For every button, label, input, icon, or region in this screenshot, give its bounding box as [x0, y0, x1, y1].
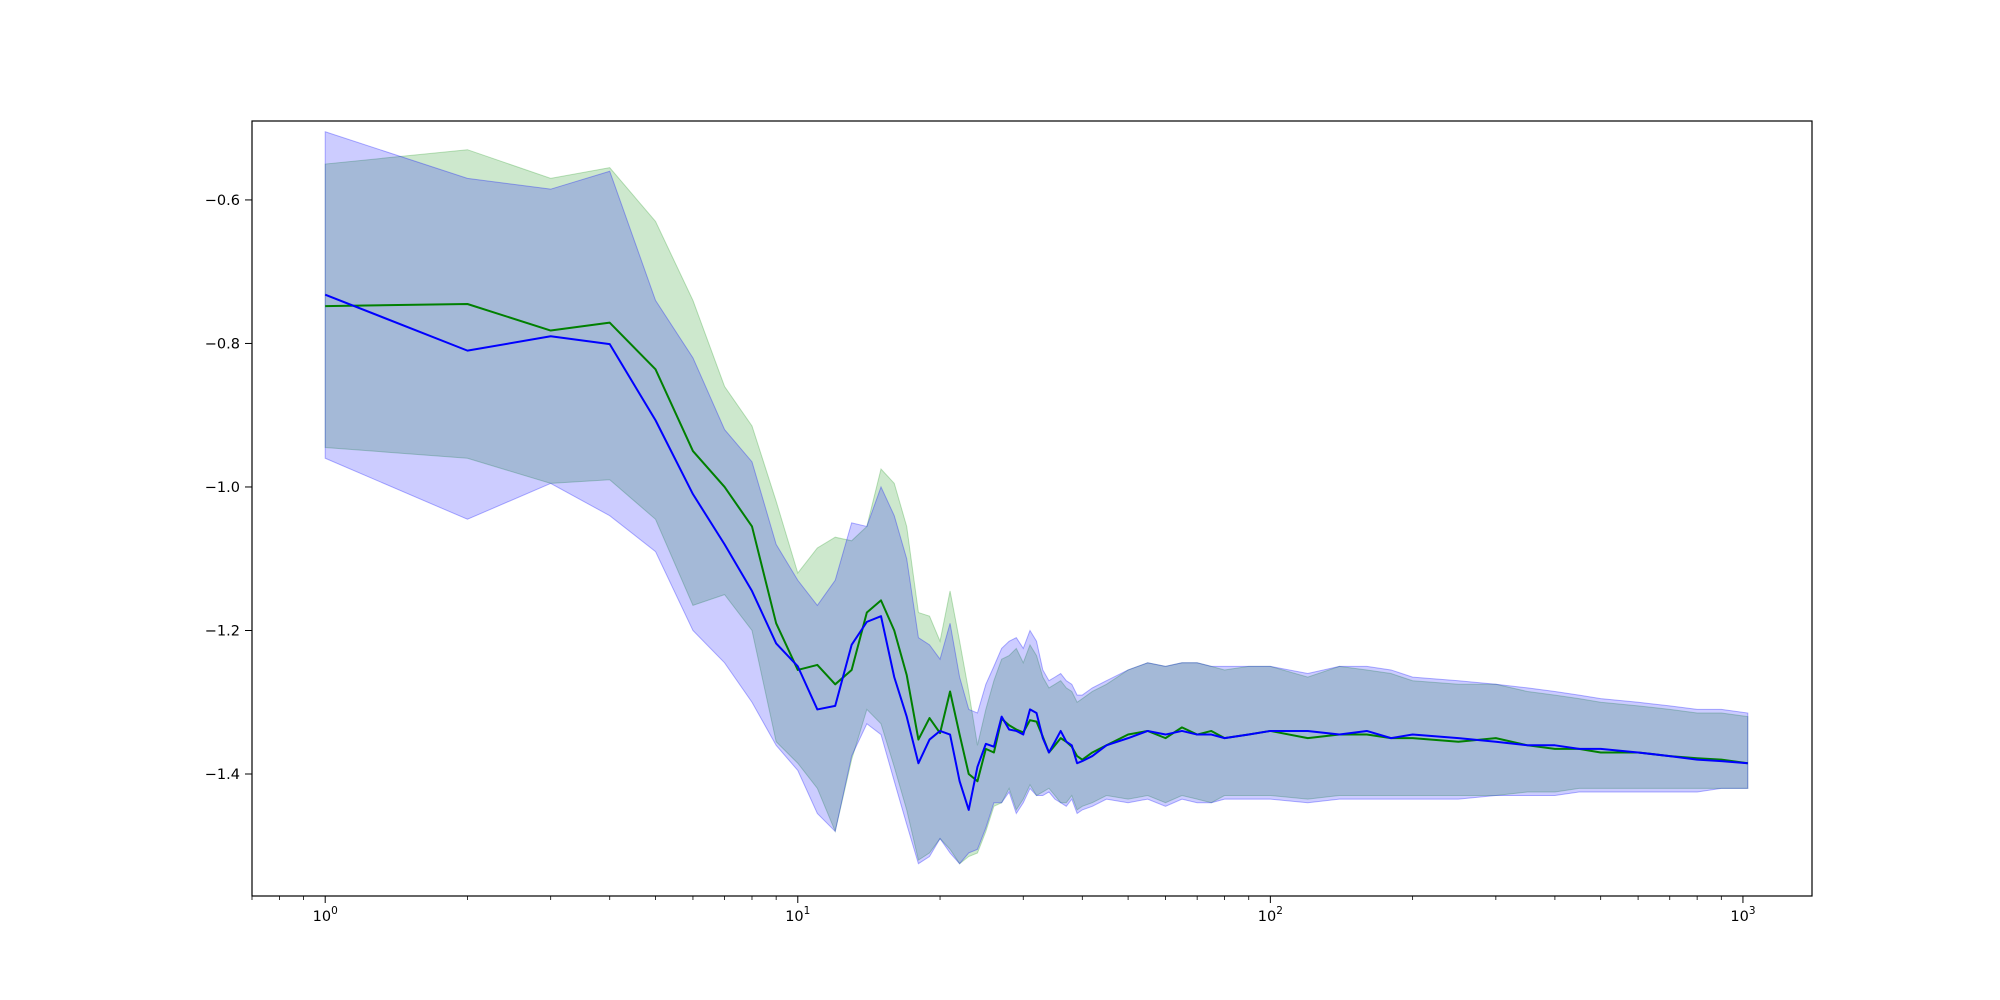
x-tick-label: 102 [1258, 905, 1283, 925]
x-tick-label: 101 [785, 905, 810, 925]
y-tick-label: −1.2 [205, 623, 240, 639]
axes-frame [251, 120, 1813, 897]
y-tick-label: −1.4 [205, 767, 240, 783]
line-series-2 [324, 293, 1748, 811]
y-tick-label: −1.0 [205, 480, 240, 496]
series-lines [324, 293, 1748, 811]
y-tick-label: −0.6 [205, 193, 240, 209]
band-series-2 [324, 131, 1749, 865]
x-axis: 100 101 102 103 [251, 896, 1756, 925]
x-tick-label: 103 [1730, 905, 1755, 925]
y-tick-label: −0.8 [205, 336, 240, 352]
plot-area [324, 131, 1749, 865]
band-series-1 [324, 149, 1749, 865]
y-axis: −0.6 −0.8 −1.0 −1.2 −1.4 [205, 193, 252, 783]
x-tick-label: 100 [313, 905, 338, 925]
confidence-bands [324, 131, 1749, 865]
